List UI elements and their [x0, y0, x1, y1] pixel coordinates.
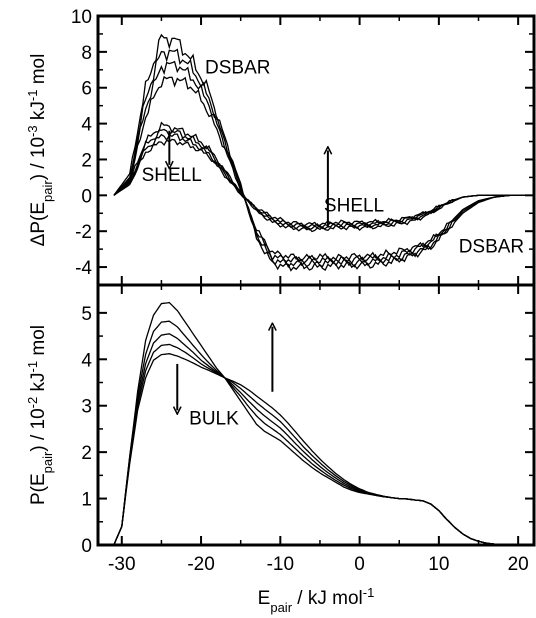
bottom-y-tick-label: 1 — [81, 490, 92, 511]
top-series-line — [113, 75, 527, 262]
top-series-line — [113, 60, 527, 265]
x-tick-label: -30 — [108, 554, 135, 575]
bottom-annotation-bulk: BULK — [189, 408, 239, 429]
top-annotation-dsbar: DSBAR — [205, 57, 270, 78]
bottom-series-line — [113, 353, 527, 546]
top-annotation-dsbar: DSBAR — [459, 237, 524, 258]
top-y-tick-label: 0 — [81, 186, 92, 207]
bottom-y-tick-label: 2 — [81, 443, 92, 464]
top-y-tick-label: 4 — [81, 115, 92, 136]
top-annotation-shell: SHELL — [324, 195, 384, 216]
top-panel: -4 -2 0 2 4 6 8 10 DSBAR SHELL SHELL DSBAR ΔP(Epai… — [25, 7, 536, 287]
top-y-tick-label: -2 — [75, 222, 92, 243]
bottom-x-ticks: -30 -20 -10 0 10 20 — [108, 285, 529, 575]
top-series-line — [113, 138, 527, 228]
top-y-axis-title: ΔP(Epair) / 10-3 kJ-1 mol — [25, 54, 55, 247]
bottom-plot-frame — [96, 283, 536, 547]
x-tick-label: -20 — [187, 554, 214, 575]
x-axis-title: Epair / kJ mol-1 — [258, 585, 375, 615]
top-annotations: DSBAR SHELL SHELL DSBAR — [142, 57, 525, 257]
top-curves — [113, 33, 527, 272]
top-series-line — [113, 33, 527, 272]
x-tick-label: 0 — [354, 554, 365, 575]
bottom-annotations: BULK — [177, 327, 272, 429]
top-y-tick-label: 2 — [81, 150, 92, 171]
x-tick-label: 10 — [428, 554, 449, 575]
top-y-tick-label: 8 — [81, 43, 92, 64]
top-y-tick-label: 6 — [81, 79, 92, 100]
bottom-y-tick-label: 3 — [81, 397, 92, 418]
top-y-tick-label: -4 — [75, 258, 92, 279]
top-annotation-shell: SHELL — [142, 165, 202, 186]
bottom-y-axis-title: P(Epair) / 10-2 kJ-1 mol — [25, 325, 55, 505]
bottom-series-line — [113, 343, 527, 546]
bottom-y-tick-label: 4 — [81, 350, 92, 371]
bottom-series-line — [113, 320, 527, 546]
x-tick-label: -10 — [267, 554, 294, 575]
top-y-tick-label: 10 — [71, 7, 92, 28]
bottom-curves — [113, 301, 527, 546]
bottom-panel: 0 1 2 3 4 5 -30 -20 -10 0 10 20 BULK P(Epair) / 10… — [25, 283, 536, 615]
bottom-y-tick-label: 5 — [81, 304, 92, 325]
bottom-series-line — [113, 333, 527, 546]
bottom-y-tick-label: 0 — [81, 536, 92, 557]
x-tick-label: 20 — [508, 554, 529, 575]
top-series-line — [113, 48, 527, 269]
bottom-series-line — [113, 301, 527, 546]
